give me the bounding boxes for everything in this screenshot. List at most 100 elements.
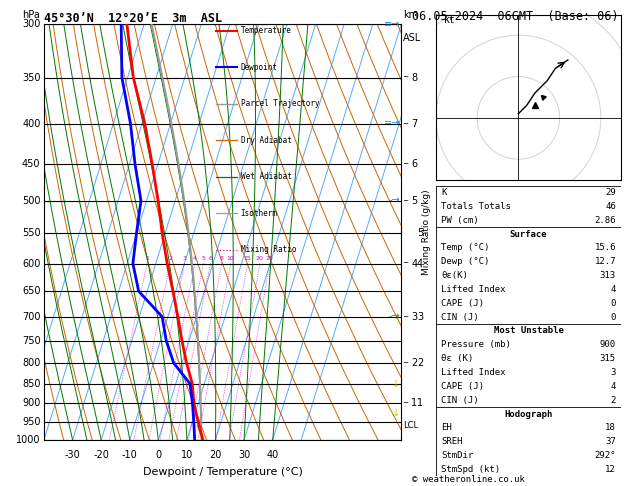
Text: ─: ─: [403, 74, 407, 81]
Text: 2: 2: [417, 358, 423, 368]
Text: -30: -30: [65, 450, 81, 460]
Text: 292°: 292°: [594, 451, 616, 460]
Text: 450: 450: [22, 159, 40, 169]
Text: 0: 0: [611, 312, 616, 322]
Text: 2: 2: [168, 257, 172, 261]
Text: 750: 750: [22, 335, 40, 346]
Text: ≡→: ≡→: [384, 19, 400, 29]
Text: K: K: [442, 188, 447, 197]
Text: Hodograph: Hodograph: [504, 410, 553, 418]
Text: 20: 20: [256, 257, 264, 261]
Text: 45°30’N  12°20’E  3m  ASL: 45°30’N 12°20’E 3m ASL: [44, 12, 222, 25]
Text: 4: 4: [411, 259, 417, 269]
Text: Lifted Index: Lifted Index: [442, 368, 506, 377]
Text: 10: 10: [227, 257, 235, 261]
Text: CAPE (J): CAPE (J): [442, 299, 484, 308]
Text: CIN (J): CIN (J): [442, 396, 479, 405]
Text: Wet Adiabat: Wet Adiabat: [240, 173, 291, 181]
Text: 1000: 1000: [16, 435, 40, 445]
Text: 06.05.2024  06GMT  (Base: 06): 06.05.2024 06GMT (Base: 06): [412, 10, 618, 23]
Text: Dewpoint: Dewpoint: [240, 63, 277, 71]
Text: ─: ─: [403, 161, 407, 167]
Text: © weatheronline.co.uk: © weatheronline.co.uk: [412, 474, 525, 484]
Text: 3: 3: [417, 312, 423, 322]
Text: 10: 10: [181, 450, 193, 460]
Text: EH: EH: [442, 423, 452, 433]
Text: Parcel Trajectory: Parcel Trajectory: [240, 99, 319, 108]
Text: 900: 900: [600, 340, 616, 349]
Text: ASL: ASL: [403, 33, 421, 43]
Text: 350: 350: [22, 72, 40, 83]
Text: PW (cm): PW (cm): [442, 216, 479, 225]
Text: 500: 500: [22, 195, 40, 206]
Text: 30: 30: [238, 450, 250, 460]
Text: StmSpd (kt): StmSpd (kt): [442, 465, 501, 474]
Text: hPa: hPa: [23, 10, 40, 20]
Text: StmDir: StmDir: [442, 451, 474, 460]
Text: 1: 1: [411, 399, 417, 408]
Text: 18: 18: [605, 423, 616, 433]
Text: CIN (J): CIN (J): [442, 312, 479, 322]
Text: Isotherm: Isotherm: [240, 209, 277, 218]
Text: ─: ─: [403, 260, 407, 266]
Text: 6: 6: [411, 159, 417, 169]
Text: 313: 313: [600, 271, 616, 280]
Text: ─: ─: [403, 198, 407, 204]
Text: 5: 5: [417, 228, 423, 239]
Text: km: km: [403, 10, 418, 20]
Text: ─: ─: [403, 360, 407, 366]
Text: Temperature: Temperature: [240, 26, 291, 35]
Text: SREH: SREH: [442, 437, 463, 446]
Text: 800: 800: [22, 358, 40, 368]
Text: 4: 4: [611, 285, 616, 294]
Text: 6: 6: [208, 257, 213, 261]
Text: Lifted Index: Lifted Index: [442, 285, 506, 294]
Text: 300: 300: [22, 19, 40, 29]
Text: 900: 900: [22, 399, 40, 408]
Text: 4: 4: [417, 259, 423, 269]
Text: 12.7: 12.7: [594, 257, 616, 266]
Text: ─: ─: [403, 121, 407, 126]
Text: CAPE (J): CAPE (J): [442, 382, 484, 391]
Text: 8: 8: [220, 257, 224, 261]
Text: 2: 2: [611, 396, 616, 405]
Text: kt: kt: [444, 15, 456, 25]
Text: 20: 20: [209, 450, 221, 460]
Text: 1: 1: [145, 257, 149, 261]
Text: -20: -20: [93, 450, 109, 460]
Text: Dewp (°C): Dewp (°C): [442, 257, 490, 266]
Text: Surface: Surface: [510, 229, 547, 239]
Text: Dewpoint / Temperature (°C): Dewpoint / Temperature (°C): [143, 467, 303, 477]
Text: 15: 15: [243, 257, 252, 261]
Text: LCL: LCL: [403, 421, 418, 430]
Text: -→: -→: [388, 312, 400, 322]
Text: θε(K): θε(K): [442, 271, 469, 280]
Text: 5: 5: [201, 257, 205, 261]
Text: -→: -→: [388, 195, 400, 206]
Text: ─: ─: [403, 400, 407, 406]
Text: 4: 4: [193, 257, 197, 261]
Text: 3: 3: [411, 312, 417, 322]
Text: 29: 29: [605, 188, 616, 197]
Text: Most Unstable: Most Unstable: [494, 327, 564, 335]
Text: 950: 950: [22, 417, 40, 427]
Text: 650: 650: [22, 286, 40, 296]
Text: 3: 3: [611, 368, 616, 377]
Text: Mixing Ratio (g/kg): Mixing Ratio (g/kg): [422, 189, 431, 275]
Text: 3: 3: [182, 257, 187, 261]
Text: 2.86: 2.86: [594, 216, 616, 225]
Text: =→: =→: [384, 119, 400, 129]
Text: 7: 7: [411, 119, 418, 129]
Text: 15.6: 15.6: [594, 243, 616, 252]
Text: 12: 12: [605, 465, 616, 474]
Text: 37: 37: [605, 437, 616, 446]
Text: Dry Adiabat: Dry Adiabat: [240, 136, 291, 145]
Text: 8: 8: [411, 72, 417, 83]
Text: 25: 25: [266, 257, 274, 261]
Text: 1: 1: [417, 399, 423, 408]
Text: Pressure (mb): Pressure (mb): [442, 340, 511, 349]
Text: 315: 315: [600, 354, 616, 363]
Text: ↓: ↓: [392, 379, 400, 389]
Text: -10: -10: [122, 450, 138, 460]
Text: 0: 0: [155, 450, 162, 460]
